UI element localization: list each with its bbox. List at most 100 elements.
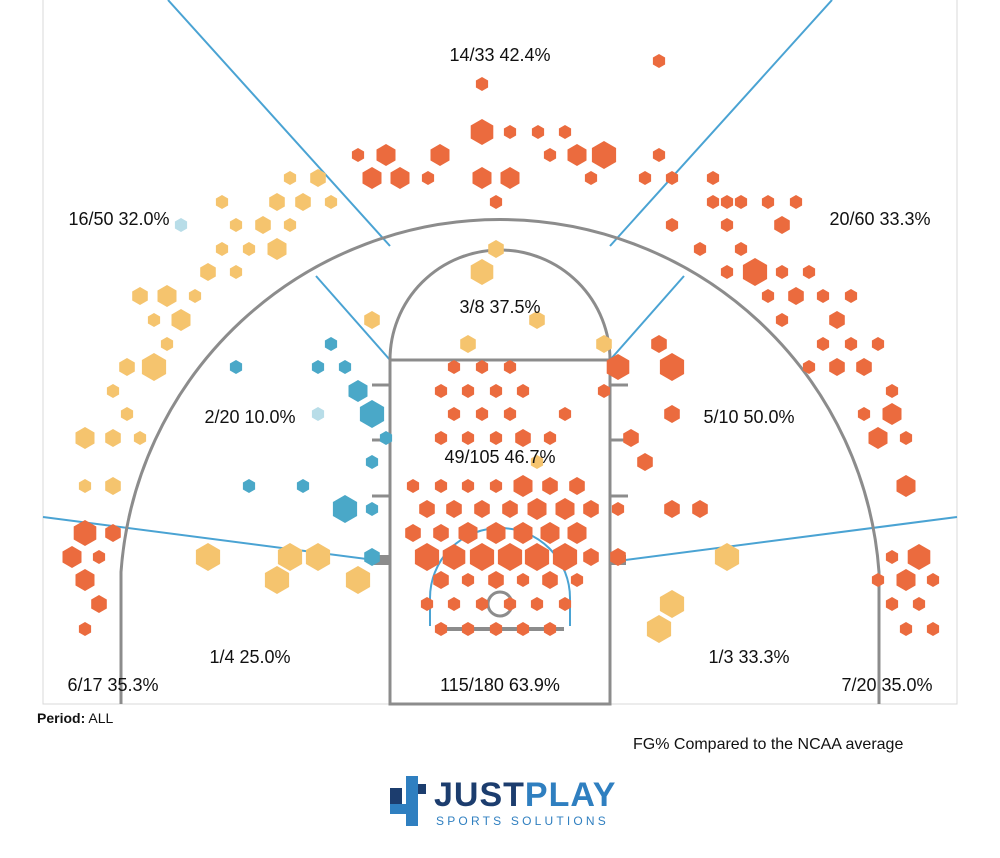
shot-hex	[311, 407, 325, 421]
shot-hex	[926, 622, 940, 636]
shot-hex	[882, 403, 902, 425]
shot-hex	[489, 195, 503, 209]
shot-hex	[359, 400, 385, 428]
shot-hex	[664, 405, 680, 423]
shot-hex	[665, 218, 679, 232]
shot-hex	[311, 360, 325, 374]
jp-logo-icon	[390, 776, 426, 826]
shot-hex	[475, 360, 489, 374]
shot-hex	[73, 520, 97, 546]
shot-hex	[141, 353, 167, 381]
shot-hex	[255, 216, 271, 234]
shot-hex	[78, 622, 92, 636]
zone-label-paint: 49/105 46.7%	[444, 447, 555, 467]
shot-hex	[430, 144, 450, 166]
shot-hex	[75, 569, 95, 591]
shot-hex	[885, 550, 899, 564]
zone-label-left-corner-three: 6/17 35.3%	[67, 675, 158, 695]
shot-hex	[105, 477, 121, 495]
zone-label-right-corner-three: 7/20 35.0%	[841, 675, 932, 695]
shot-hex	[606, 354, 630, 380]
shot-hex	[503, 407, 517, 421]
shot-hex	[659, 353, 685, 381]
shot-hex	[569, 477, 585, 495]
shot-hex	[229, 265, 243, 279]
shot-hex	[610, 548, 626, 566]
shot-hex	[461, 479, 475, 493]
shot-hex	[489, 384, 503, 398]
zone-label-right-baseline-midrange: 1/3 33.3%	[708, 647, 789, 667]
shot-hex	[264, 566, 290, 594]
zone-label-top-midrange: 3/8 37.5%	[459, 297, 540, 317]
shot-hex	[488, 571, 504, 589]
zone-label-left-midrange: 2/20 10.0%	[204, 407, 295, 427]
zone-label-right-wing-three: 20/60 33.3%	[829, 209, 930, 229]
period-label: Period:	[37, 710, 86, 726]
shot-hex	[461, 573, 475, 587]
shot-hex	[461, 622, 475, 636]
shot-hex	[868, 427, 888, 449]
shot-hex	[558, 597, 572, 611]
shot-hex	[591, 141, 617, 169]
shot-hex	[899, 622, 913, 636]
shot-hex	[515, 429, 531, 447]
shot-hex	[133, 431, 147, 445]
shot-hex	[734, 242, 748, 256]
shot-hex	[871, 573, 885, 587]
shot-hex	[524, 543, 550, 571]
shot-hex	[775, 313, 789, 327]
shot-hex	[461, 384, 475, 398]
shot-hex	[503, 360, 517, 374]
shot-hex	[364, 311, 380, 329]
shot-hex	[379, 431, 393, 445]
shot-hex	[789, 195, 803, 209]
shot-hex	[475, 407, 489, 421]
shot-hex	[734, 195, 748, 209]
shot-hex	[472, 167, 492, 189]
shot-hex	[540, 522, 560, 544]
shot-hex	[78, 479, 92, 493]
shot-hex	[174, 218, 188, 232]
shot-hex	[475, 597, 489, 611]
shot-hex	[714, 543, 740, 571]
zone-label-right-midrange: 5/10 50.0%	[703, 407, 794, 427]
shot-hex	[345, 566, 371, 594]
shot-hex	[215, 242, 229, 256]
shot-hex	[324, 195, 338, 209]
zone-label-left-baseline-midrange: 1/4 25.0%	[209, 647, 290, 667]
shot-hex	[338, 360, 352, 374]
shot-hex	[92, 550, 106, 564]
shot-hex	[475, 77, 489, 91]
shot-hex	[896, 569, 916, 591]
shot-hex	[105, 429, 121, 447]
shot-hex	[742, 258, 768, 286]
shot-hex	[242, 242, 256, 256]
shot-hex	[105, 524, 121, 542]
shot-hex	[706, 171, 720, 185]
logo-tagline: SPORTS SOLUTIONS	[436, 814, 610, 828]
shot-hex	[529, 311, 545, 329]
shot-hex	[500, 167, 520, 189]
logo-word-just: JUST	[434, 776, 525, 814]
shot-hex	[458, 522, 478, 544]
shot-hex	[513, 475, 533, 497]
shot-hex	[706, 195, 720, 209]
shot-hex	[555, 498, 575, 520]
shot-hex	[75, 427, 95, 449]
shot-hex	[583, 500, 599, 518]
comparison-note: FG% Compared to the NCAA average	[633, 736, 904, 753]
shot-hex	[912, 597, 926, 611]
shot-hex	[310, 169, 326, 187]
shot-hex	[229, 218, 243, 232]
shot-hex	[488, 240, 504, 258]
shot-hex	[434, 622, 448, 636]
shot-hex	[856, 358, 872, 376]
shot-hex	[542, 477, 558, 495]
shot-hex	[229, 360, 243, 374]
shot-hex	[497, 543, 523, 571]
shot-hex	[531, 125, 545, 139]
shot-hex	[543, 148, 557, 162]
shot-hex	[351, 148, 365, 162]
shot-hex	[406, 479, 420, 493]
shot-hex	[421, 171, 435, 185]
